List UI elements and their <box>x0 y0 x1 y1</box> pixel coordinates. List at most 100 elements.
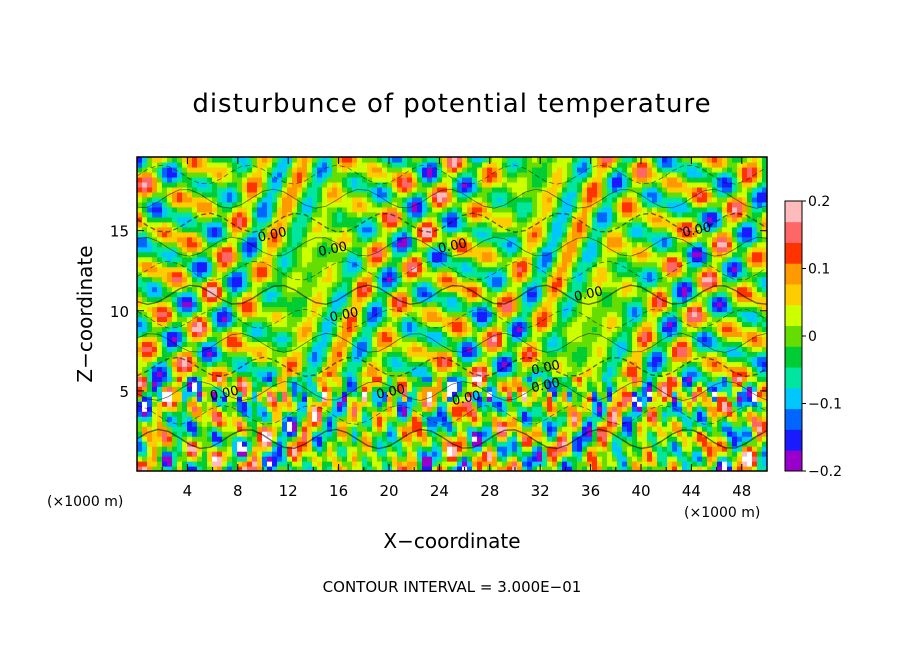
field-cell <box>657 366 663 372</box>
field-cell <box>467 301 473 308</box>
field-cell <box>502 346 508 352</box>
field-cell <box>217 456 223 462</box>
field-cell <box>372 466 378 471</box>
field-cell <box>157 456 163 462</box>
field-cell <box>647 406 653 412</box>
field-cell <box>242 306 248 313</box>
field-cell <box>157 376 163 382</box>
field-cell <box>552 381 558 387</box>
field-cell <box>442 351 448 357</box>
field-cell <box>237 411 243 417</box>
field-cell <box>492 396 498 402</box>
field-cell <box>492 431 498 437</box>
field-cell <box>262 376 268 382</box>
field-cell <box>662 451 668 457</box>
field-cell <box>167 406 173 412</box>
field-cell <box>267 416 273 422</box>
field-cell <box>252 276 258 283</box>
field-cell <box>367 466 373 471</box>
field-cell <box>552 376 558 382</box>
field-cell <box>247 311 253 318</box>
field-cell <box>247 411 253 417</box>
field-cell <box>677 341 683 347</box>
field-cell <box>472 326 478 333</box>
field-cell <box>367 336 373 343</box>
field-cell <box>402 341 408 347</box>
field-cell <box>147 291 153 298</box>
field-cell <box>322 451 328 457</box>
field-cell <box>237 336 243 343</box>
field-cell <box>432 451 438 457</box>
field-cell <box>527 426 533 432</box>
field-cell <box>447 441 453 447</box>
field-cell <box>577 301 583 308</box>
field-cell <box>297 386 303 392</box>
field-cell <box>152 311 158 318</box>
field-cell <box>697 446 703 452</box>
field-cell <box>297 441 303 447</box>
field-cell <box>452 301 458 308</box>
field-cell <box>542 466 548 471</box>
field-cell <box>702 336 708 343</box>
field-cell <box>152 386 158 392</box>
field-cell <box>572 311 578 318</box>
field-cell <box>392 361 398 367</box>
field-cell <box>457 321 463 328</box>
field-cell <box>397 416 403 422</box>
field-cell <box>737 411 743 417</box>
field-cell <box>387 391 393 397</box>
field-cell <box>207 376 213 382</box>
field-cell <box>232 376 238 382</box>
field-cell <box>572 326 578 333</box>
field-cell <box>352 406 358 412</box>
field-cell <box>402 436 408 442</box>
field-cell <box>587 341 593 347</box>
field-cell <box>687 306 693 313</box>
field-cell <box>482 326 488 333</box>
field-cell <box>192 276 198 283</box>
field-cell <box>727 411 733 417</box>
field-cell <box>472 346 478 352</box>
field-cell <box>217 421 223 427</box>
field-cell <box>347 371 353 377</box>
field-cell <box>147 411 153 417</box>
field-cell <box>632 301 638 308</box>
field-cell <box>667 346 673 352</box>
field-cell <box>707 411 713 417</box>
field-cell <box>202 436 208 442</box>
field-cell <box>637 416 643 422</box>
field-cell <box>242 356 248 362</box>
field-cell <box>152 396 158 402</box>
field-cell <box>452 296 458 303</box>
field-cell <box>157 371 163 377</box>
field-cell <box>607 316 613 323</box>
field-cell <box>737 436 743 442</box>
field-cell <box>507 371 513 377</box>
field-cell <box>407 306 413 313</box>
field-cell <box>497 416 503 422</box>
field-cell <box>482 331 488 338</box>
field-cell <box>707 321 713 328</box>
field-cell <box>182 361 188 367</box>
field-cell <box>682 451 688 457</box>
field-cell <box>537 316 543 323</box>
field-cell <box>542 441 548 447</box>
field-cell <box>757 346 763 352</box>
field-cell <box>252 341 258 347</box>
field-cell <box>642 341 648 347</box>
field-cell <box>162 331 168 338</box>
field-cell <box>482 446 488 452</box>
field-cell <box>362 286 368 293</box>
field-cell <box>372 276 378 283</box>
field-cell <box>532 426 538 432</box>
field-cell <box>177 301 183 308</box>
field-cell <box>162 311 168 318</box>
field-cell <box>257 296 263 303</box>
field-cell <box>327 461 333 467</box>
field-cell <box>272 301 278 308</box>
field-cell <box>567 361 573 367</box>
field-cell <box>527 341 533 347</box>
field-cell <box>407 296 413 303</box>
field-cell <box>672 436 678 442</box>
field-cell <box>442 466 448 471</box>
